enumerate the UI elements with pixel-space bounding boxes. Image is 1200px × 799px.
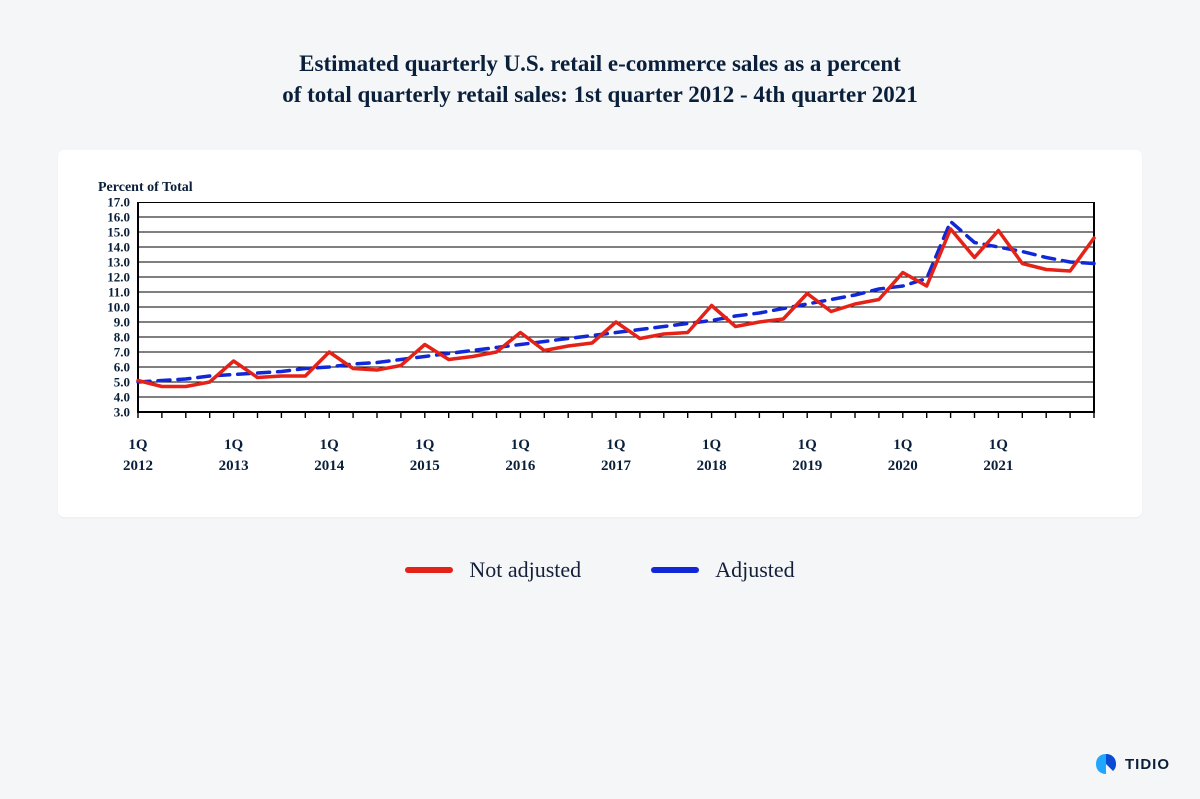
- legend-swatch-not-adjusted: [405, 567, 453, 573]
- brand-icon: [1095, 753, 1117, 775]
- legend-swatch-adjusted: [651, 567, 699, 573]
- plot-area: 17.016.015.014.013.012.011.010.09.08.07.…: [94, 202, 1106, 483]
- legend-label-not-adjusted: Not adjusted: [469, 557, 581, 583]
- legend: Not adjusted Adjusted: [0, 557, 1200, 583]
- legend-item-not-adjusted: Not adjusted: [405, 557, 581, 583]
- brand-logo: TIDIO: [1095, 753, 1170, 775]
- x-axis-labels: 1Q20121Q20131Q20141Q20151Q20161Q20171Q20…: [136, 427, 1096, 483]
- legend-label-adjusted: Adjusted: [715, 557, 794, 583]
- brand-text: TIDIO: [1125, 756, 1170, 773]
- title-line-1: Estimated quarterly U.S. retail e-commer…: [0, 48, 1200, 79]
- y-axis-title: Percent of Total: [98, 180, 1106, 196]
- line-chart-svg: [136, 202, 1096, 422]
- chart-title: Estimated quarterly U.S. retail e-commer…: [0, 0, 1200, 110]
- chart-card: Percent of Total 17.016.015.014.013.012.…: [58, 150, 1142, 517]
- title-line-2: of total quarterly retail sales: 1st qua…: [0, 79, 1200, 110]
- y-axis-labels: 17.016.015.014.013.012.011.010.09.08.07.…: [94, 202, 136, 412]
- legend-item-adjusted: Adjusted: [651, 557, 794, 583]
